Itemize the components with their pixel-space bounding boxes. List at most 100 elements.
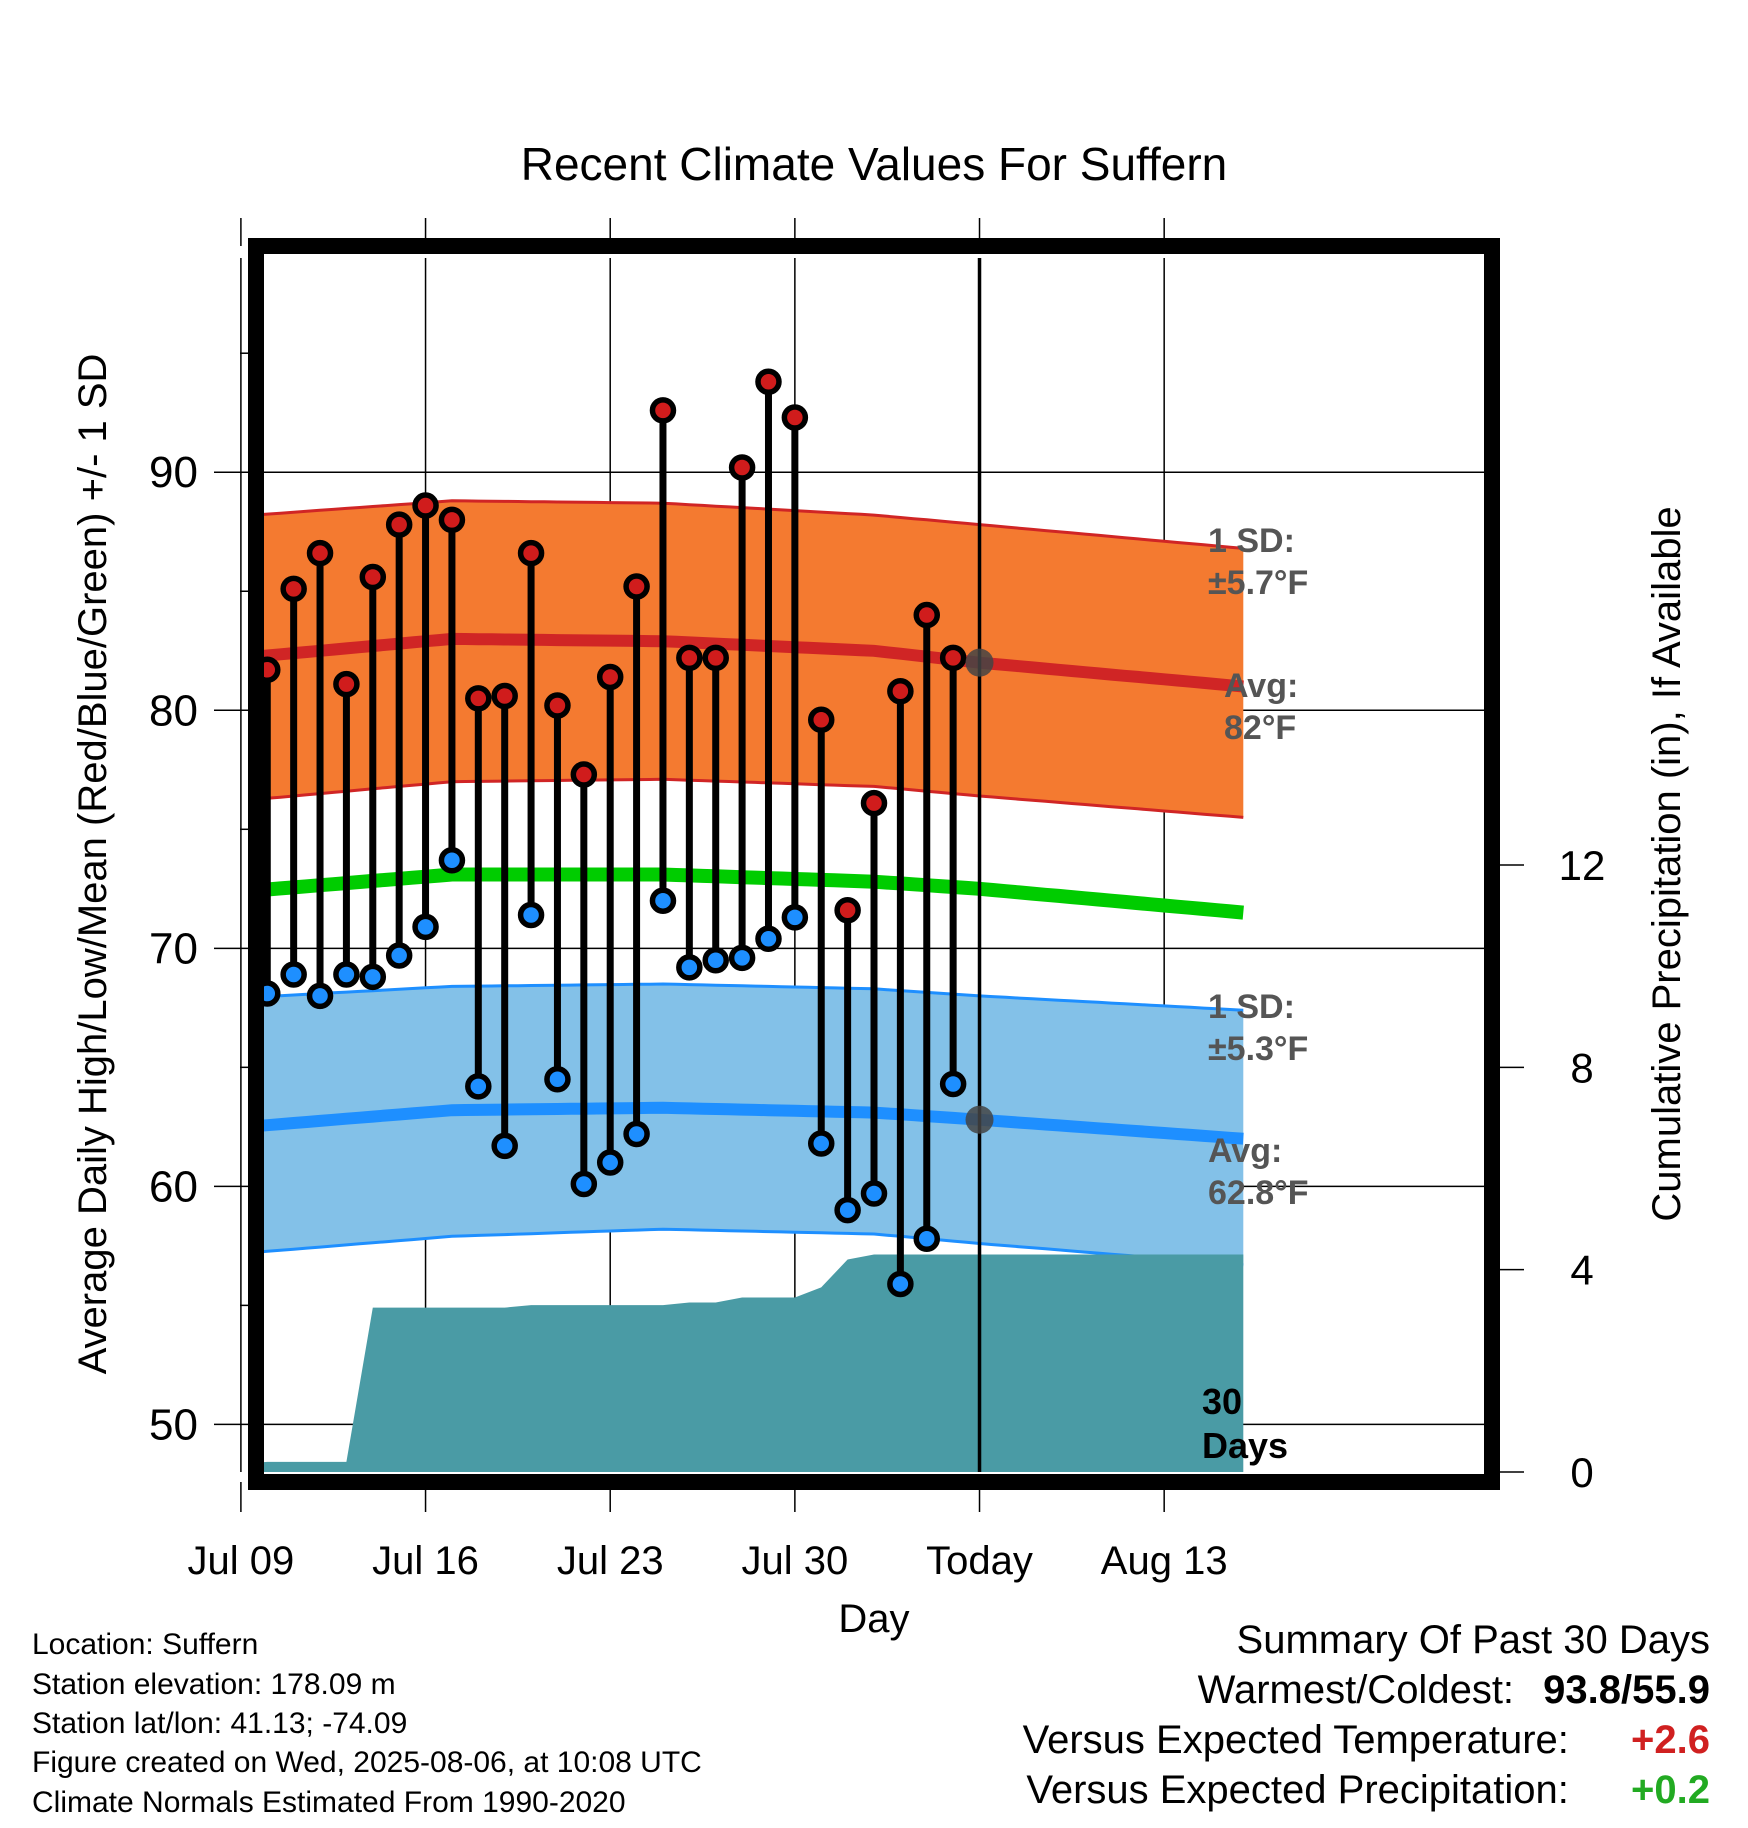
y2-tick-label: 8 [1570,1044,1593,1091]
summary-heading: Summary Of Past 30 Days [1236,1618,1710,1662]
daily-low-point [860,1180,888,1207]
daily-high-point [913,601,941,629]
daily-low-point [887,1270,914,1298]
footer-location: Location: Suffern [32,1628,259,1661]
low-normal-line [262,1101,1244,1145]
daily-low-point [262,980,281,1007]
annotation-high-avg-line2: 82°F [1224,709,1296,747]
low-lower-line [262,1227,1244,1267]
y-tick-label: 80 [149,686,198,735]
daily-high-point [834,896,861,924]
y2-tick-label: 0 [1570,1449,1593,1496]
y-tick-label: 60 [149,1162,198,1211]
x-tick-label: Jul 30 [741,1539,848,1583]
daily-low-point [728,944,756,972]
daily-high-point [570,761,598,788]
low-upper-line [262,982,1244,1012]
y2-axis-label: Cumulative Precipitation (in), If Availa… [1645,506,1689,1221]
x-tick-label: Jul 09 [188,1539,295,1583]
y2-tick-label: 4 [1570,1247,1593,1294]
daily-high-point [465,685,492,712]
daily-low-point [702,946,729,974]
daily-low-point [807,1130,835,1157]
daily-low-point [412,913,439,941]
footer-created: Figure created on Wed, 2025-08-06, at 10… [32,1746,702,1779]
daily-low-point [385,942,413,969]
summary-warmest-label: Warmest/Coldest: [1197,1668,1515,1712]
daily-high-point [262,656,281,684]
annotation-low-avg-line1: Avg: [1208,1132,1282,1170]
summary-warmest-value: 93.8/55.9 [1543,1668,1710,1712]
summary-temp-value: +2.6 [1631,1718,1710,1762]
daily-high-point [702,644,729,672]
daily-low-point [204,874,225,895]
daily-low-point [333,961,360,988]
daily-low-point [465,1073,492,1100]
daily-high-point [755,368,782,396]
daily-low-point [755,925,782,953]
daily-high-point [860,789,888,817]
daily-high-point [544,692,571,719]
daily-low-point [834,1196,861,1224]
y-tick-label: 50 [149,1400,198,1449]
daily-high-point [596,663,624,691]
high-normal-line [262,632,1244,693]
daily-high-point [807,706,835,734]
footer-elevation: Station elevation: 178.09 m [32,1668,396,1701]
daily-high-point [623,573,650,600]
daily-high-point [491,682,518,710]
daily-low-point [359,963,387,991]
daily-low-point [676,954,703,981]
daily-low-point [544,1065,571,1093]
y-axis-label: Average Daily High/Low/Mean (Red/Blue/Gr… [71,354,115,1375]
x-tick-label: Jul 16 [372,1539,479,1583]
y-tick-label: 90 [149,448,198,497]
annotation-high-sd-line1: 1 SD: [1208,522,1295,560]
daily-low-point [491,1132,518,1160]
daily-low-point [623,1120,650,1148]
daily-high-point [306,539,334,567]
annotation-low-avg-line2: 62.8°F [1208,1174,1309,1212]
annotation-low-sd-line2: ±5.3°F [1208,1030,1308,1068]
daily-low-point [517,901,545,929]
x-tick-label: Jul 23 [557,1539,664,1583]
x-axis-label: Day [838,1597,909,1641]
daily-high-point [649,397,677,424]
precip-area [262,1254,1244,1472]
daily-high-point [204,474,225,495]
daily-high-point [676,644,703,672]
plot-area [178,258,1244,1472]
plot-overlay: 1 SD: ±5.7°F Avg: 82°F 1 SD: ±5.3°F Avg: 62.8°F… [965,522,1309,1466]
daily-high-point [939,644,967,672]
annotation-low-sd-line1: 1 SD: [1208,988,1295,1026]
annotation-high-sd-line2: ±5.7°F [1208,564,1308,602]
annotation-days-line2: Days [1202,1425,1288,1466]
summary-precip: Versus Expected Precipitation: +0.2 [1026,1768,1710,1813]
daily-high-point [728,454,756,481]
annotation-high-avg-line1: Avg: [1224,667,1298,705]
footer-normals: Climate Normals Estimated From 1990-2020 [32,1786,626,1819]
footer-latlon: Station lat/lon: 41.13; -74.09 [32,1707,408,1740]
summary-temp: Versus Expected Temperature: +2.6 [1023,1718,1710,1763]
daily-low-point [306,982,334,1010]
daily-low-point [178,902,199,923]
daily-high-point [178,531,199,552]
y2-tick-label: 12 [1559,842,1606,889]
daily-low-point [596,1149,624,1176]
daily-low-point [649,887,677,914]
summary-warmest: Warmest/Coldest: 93.8/55.9 [1198,1668,1710,1713]
daily-high-point [438,506,466,534]
daily-high-point [887,677,914,705]
y-tick-label: 70 [149,924,198,973]
summary-precip-label: Versus Expected Precipitation: [1026,1768,1569,1812]
daily-high-point [412,492,439,519]
daily-low-point [781,904,809,931]
summary-temp-label: Versus Expected Temperature: [1022,1718,1569,1762]
daily-high-point [359,563,387,591]
daily-high-point [781,404,809,431]
daily-high-point [280,575,307,603]
plot-frame [248,238,1500,1490]
x-tick-label: Aug 13 [1101,1539,1228,1583]
summary-precip-value: +0.2 [1631,1768,1710,1812]
x-tick-label: Today [926,1539,1033,1583]
